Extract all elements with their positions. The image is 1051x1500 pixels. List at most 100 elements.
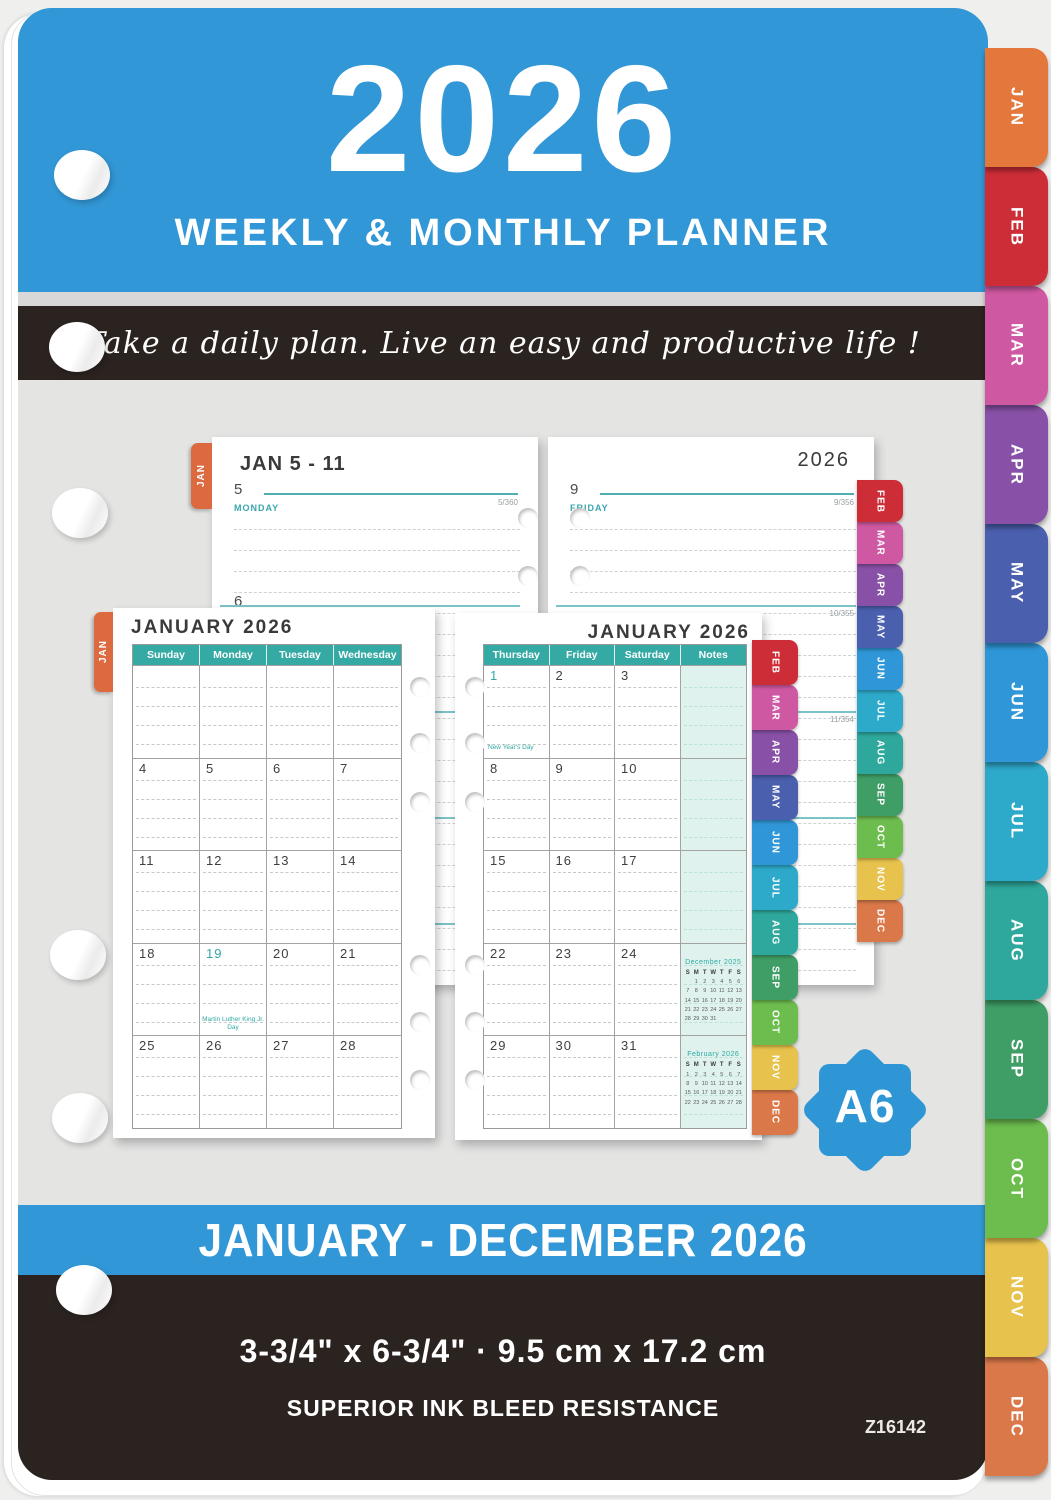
mini-day: 28 <box>735 1099 742 1106</box>
mini-day: 18 <box>718 997 725 1004</box>
cell-dotted-line <box>136 1076 196 1078</box>
cell-dotted-line <box>203 1002 263 1004</box>
mini-calendar-week: 14 15 16 17 18 19 20 <box>684 997 744 1006</box>
mini-day: 5 <box>720 1071 724 1078</box>
mini-calendar-week: 21 22 23 24 25 26 27 <box>684 1006 744 1015</box>
cell-dotted-line <box>203 779 263 781</box>
cell-dotted-line <box>337 744 398 745</box>
mini-day: 16 <box>701 997 708 1004</box>
punch-hole <box>465 1070 485 1090</box>
holiday-label: New Year's Day <box>488 744 534 752</box>
cell-dotted-line <box>337 1021 398 1023</box>
mini-day: 11 <box>710 1080 717 1087</box>
cell-dotted-line <box>337 964 398 966</box>
cell-dotted-line <box>487 1076 546 1078</box>
cell-dotted-line <box>552 817 611 819</box>
mini-day: 3 <box>703 1071 707 1078</box>
cell-dotted-line <box>203 725 263 726</box>
dotted-line <box>570 592 856 593</box>
mini-day: 2 <box>694 1071 698 1078</box>
date-number: 1 <box>490 668 499 683</box>
date-range-text: JANUARY - DECEMBER 2026 <box>198 1214 808 1266</box>
page-tab-sep: SEP <box>752 955 798 1000</box>
cell-dotted-line <box>618 779 677 781</box>
mini-weekday: S <box>685 969 690 976</box>
calendar-cell: 5 <box>200 757 267 851</box>
mini-day: 30 <box>701 1016 708 1023</box>
punch-hole <box>570 508 590 528</box>
month-tab-label: APR <box>1007 443 1027 486</box>
date-number: 29 <box>490 1038 507 1054</box>
page-tab-label: APR <box>874 572 886 598</box>
cell-dotted-line <box>337 1002 398 1004</box>
date-number: 24 <box>621 945 638 961</box>
cell-dotted-line <box>337 983 398 985</box>
mini-weekday: F <box>728 1062 733 1069</box>
page-tab-label: JUN <box>769 830 781 854</box>
binder-hole <box>50 930 106 980</box>
date-number: 30 <box>555 1038 572 1054</box>
date-number: 10 <box>621 760 638 776</box>
cell-dotted-line <box>203 929 263 931</box>
mini-day: 1 <box>686 1071 690 1078</box>
cell-dotted-line <box>683 929 743 931</box>
calendar-cell: 2 <box>549 665 615 758</box>
punch-hole <box>410 733 430 753</box>
cell-dotted-line <box>618 1114 677 1116</box>
calendar-cell: 28 <box>334 1035 401 1128</box>
cell-dotted-line <box>136 725 196 726</box>
cover-header-band: 2026 WEEKLY & MONTHLY PLANNER <box>18 8 988 292</box>
mini-day: 12 <box>727 988 734 995</box>
cell-dotted-line <box>136 744 196 745</box>
mini-day <box>735 1015 744 1024</box>
notes-cell <box>680 665 746 758</box>
cell-dotted-line <box>552 1021 611 1023</box>
cell-dotted-line <box>136 817 196 819</box>
page-tab-label: SEP <box>874 783 886 807</box>
mini-day: 8 <box>694 988 698 995</box>
cell-dotted-line <box>683 983 743 985</box>
cell-dotted-line <box>487 872 546 874</box>
mini-day: 26 <box>727 1007 734 1014</box>
mini-calendar-week: 7 8 9 10 11 12 13 <box>684 987 744 996</box>
page-tab-mar: MAR <box>752 685 798 730</box>
binder-hole <box>56 1265 112 1315</box>
date-number: 17 <box>621 853 638 869</box>
cell-dotted-line <box>270 817 330 819</box>
mini-day: 25 <box>718 1007 725 1014</box>
page-tab-label: MAR <box>874 530 886 556</box>
month-tab-label: JUN <box>1007 682 1027 723</box>
cell-dotted-line <box>203 1095 263 1097</box>
cell-dotted-line <box>487 1021 546 1023</box>
binder-hole <box>52 1093 108 1143</box>
cell-dotted-line <box>683 910 743 912</box>
date-number: 26 <box>206 1038 223 1054</box>
cell-dotted-line <box>487 1057 546 1059</box>
monthly-page-right: JANUARY 2026 Thursday Friday Saturday Notes… <box>455 613 762 1140</box>
day-of-year-marker: 9/356 <box>833 498 854 507</box>
cell-dotted-line <box>337 872 398 874</box>
mini-calendar-title: February 2026 <box>687 1051 740 1059</box>
mini-day: 6 <box>737 978 741 985</box>
mini-weekday: S <box>736 1062 741 1069</box>
cell-dotted-line <box>552 1114 611 1116</box>
mini-day: 14 <box>735 1080 742 1087</box>
mini-day: 24 <box>710 1007 717 1014</box>
day-number: 5 <box>234 481 243 498</box>
dotted-line <box>234 550 520 551</box>
mini-day: 4 <box>720 978 724 985</box>
page-tab-dec: DEC <box>857 900 903 942</box>
cell-dotted-line <box>618 706 677 707</box>
mini-weekday: T <box>702 1062 707 1069</box>
cell-dotted-line <box>203 964 263 966</box>
mini-weekday: M <box>693 969 699 976</box>
page-tab-label: MAY <box>769 785 781 810</box>
page-tab-apr: APR <box>752 730 798 775</box>
cell-dotted-line <box>270 1114 330 1116</box>
month-title: JANUARY 2026 <box>587 622 750 643</box>
cell-dotted-line <box>683 687 743 688</box>
cell-dotted-line <box>552 964 611 966</box>
cell-dotted-line <box>203 687 263 688</box>
mini-calendar-week: 15 16 17 18 19 20 21 <box>684 1089 744 1098</box>
